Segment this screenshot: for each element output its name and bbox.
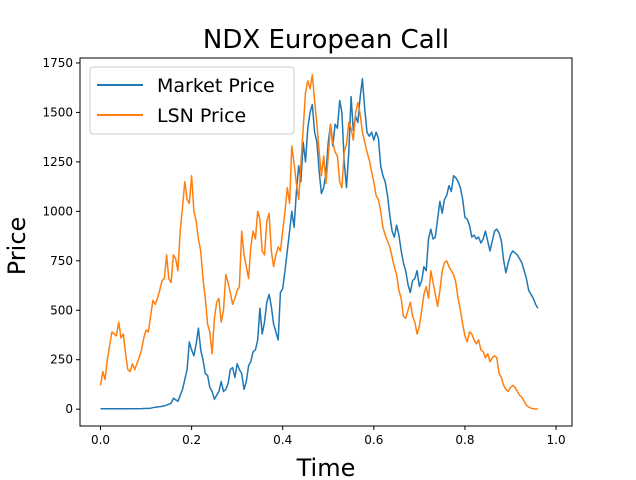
y-tick-label: 1500 bbox=[42, 105, 73, 119]
chart-title: NDX European Call bbox=[203, 25, 449, 55]
legend-label-market-price: Market Price bbox=[157, 75, 275, 97]
series-line-lsn-price bbox=[99, 74, 538, 410]
series-line-market-price bbox=[100, 78, 539, 410]
x-tick-label: 0.8 bbox=[455, 433, 474, 447]
y-axis-ticks: 0 250 500 750 1000 1250 1500 1750 bbox=[42, 56, 80, 416]
x-tick-label: 0.4 bbox=[273, 433, 292, 447]
series-lines bbox=[99, 74, 539, 410]
y-tick-label: 500 bbox=[50, 303, 73, 317]
legend-label-lsn-price: LSN Price bbox=[157, 105, 246, 127]
x-tick-label: 0.6 bbox=[364, 433, 383, 447]
x-axis-label: Time bbox=[296, 454, 356, 480]
y-tick-label: 250 bbox=[50, 353, 73, 367]
y-tick-label: 1750 bbox=[42, 56, 73, 70]
y-axis-label: Price bbox=[3, 217, 31, 276]
y-tick-label: 0 bbox=[65, 402, 73, 416]
y-tick-label: 1000 bbox=[42, 204, 73, 218]
legend: Market Price LSN Price bbox=[89, 66, 295, 135]
y-tick-label: 750 bbox=[50, 254, 73, 268]
plot-area-frame bbox=[79, 57, 573, 427]
x-axis-ticks: 0.0 0.2 0.4 0.6 0.8 1.0 bbox=[91, 426, 566, 447]
y-tick-label: 1250 bbox=[42, 155, 73, 169]
x-tick-label: 0.2 bbox=[182, 433, 201, 447]
legend-frame bbox=[89, 66, 295, 135]
x-tick-label: 0.0 bbox=[91, 433, 110, 447]
x-tick-label: 1.0 bbox=[547, 433, 566, 447]
